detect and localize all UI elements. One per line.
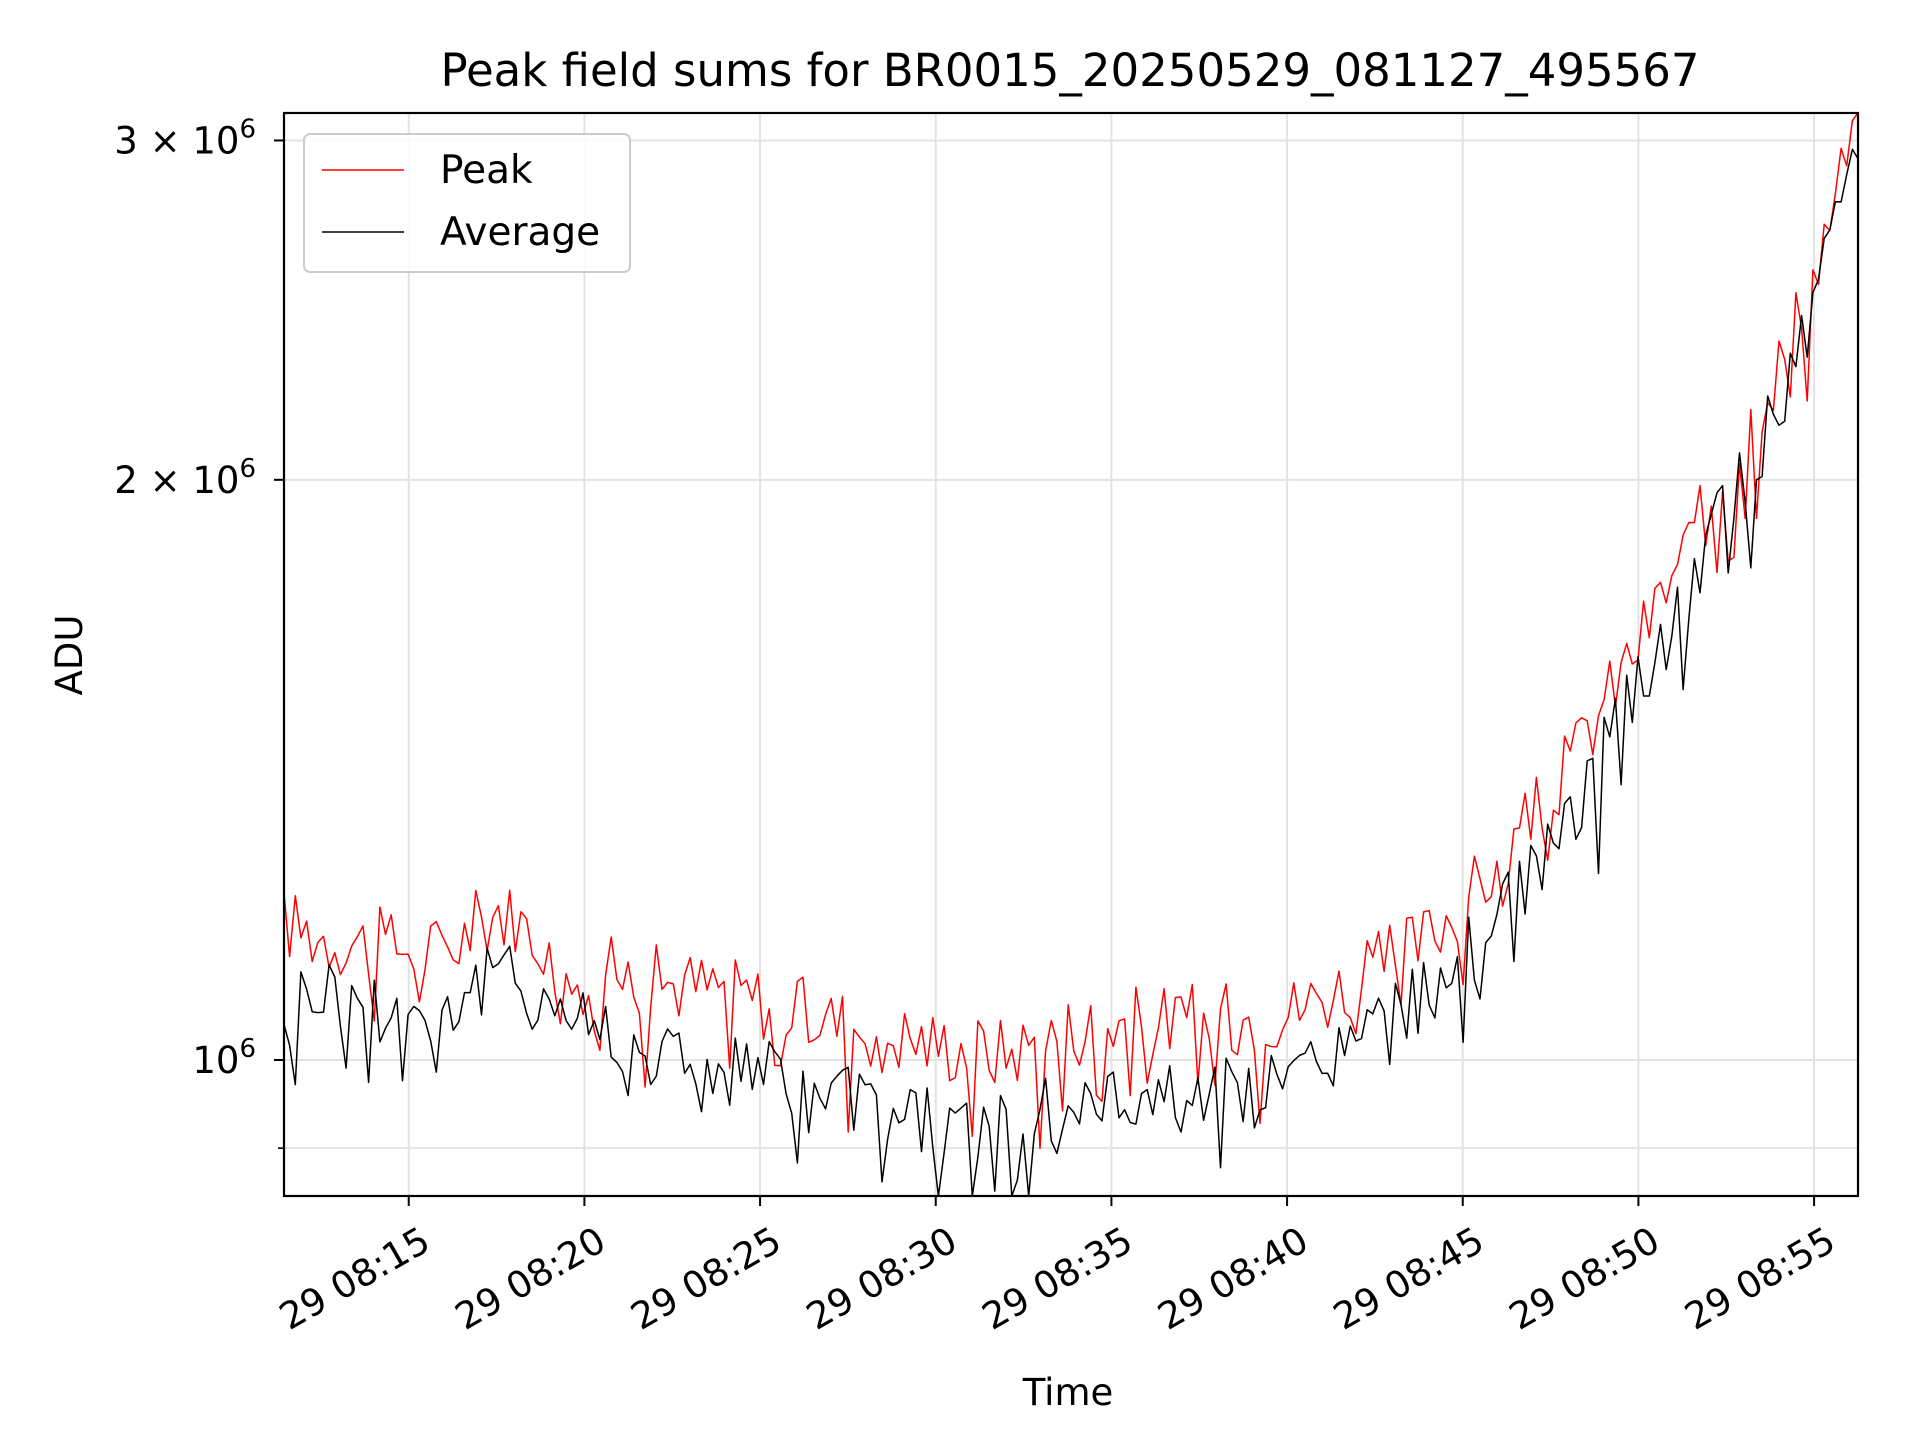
y-tick-base: 10 <box>192 1039 239 1082</box>
y-tick-base: 3 × 10 <box>114 119 239 162</box>
y-tick-label: 2 × 106 <box>114 454 256 502</box>
legend: Peak Average <box>303 133 631 273</box>
y-axis-label: ADU <box>48 615 91 696</box>
legend-box <box>303 133 631 273</box>
y-tick-label: 106 <box>192 1034 256 1082</box>
x-axis-label: Time <box>1022 1371 1114 1414</box>
y-tick-exponent: 6 <box>239 114 256 144</box>
series-line-peak <box>283 112 1859 1150</box>
legend-label-average: Average <box>440 210 600 255</box>
y-tick-label: 3 × 106 <box>114 114 256 162</box>
y-tick-exponent: 6 <box>239 1034 256 1064</box>
y-tick-base: 2 × 10 <box>114 459 239 502</box>
plot-frame <box>282 111 1860 1198</box>
series-layer <box>283 112 1859 1197</box>
legend-label-peak: Peak <box>440 148 533 193</box>
series-line-average <box>283 148 1859 1197</box>
chart-title: Peak field sums for BR0015_20250529_0811… <box>440 44 1699 97</box>
y-tick-exponent: 6 <box>239 454 256 484</box>
grid <box>284 113 1858 1196</box>
